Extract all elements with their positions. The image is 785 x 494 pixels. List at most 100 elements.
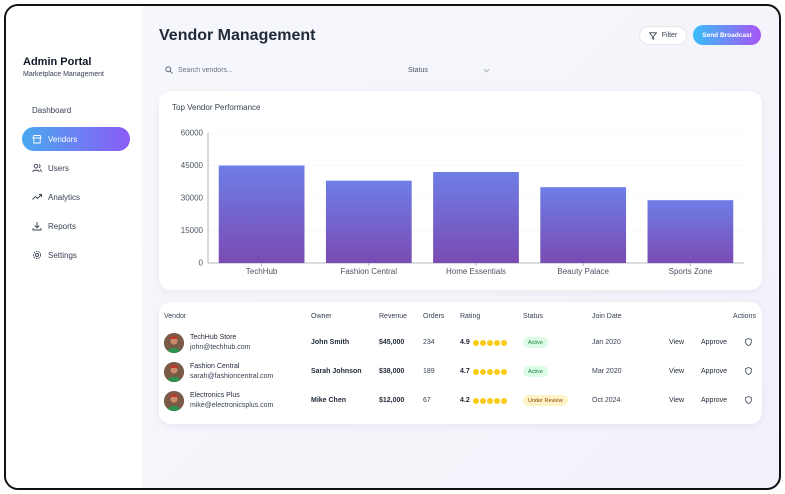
rating-stars [473,398,507,404]
shield-icon[interactable] [745,338,752,346]
star-icon [473,398,479,404]
sidebar-item-label: Reports [48,221,77,231]
bar [540,187,627,263]
orders: 67 [423,397,431,404]
store-icon [32,134,42,144]
users-icon [32,163,42,173]
revenue: $12,000 [379,397,405,404]
header-rating: Rating [460,313,481,320]
search-bar [159,60,391,80]
header-revenue: Revenue [379,313,408,320]
rating-value: 4.7 [460,368,470,375]
star-icon [487,398,493,404]
avatar [164,362,184,382]
sidebar-item-label: Analytics [48,192,81,202]
shield-icon[interactable] [745,396,752,404]
header-status: Status [523,313,543,320]
star-icon [473,369,479,375]
status-select-label: Status [408,66,428,74]
header-vendor: Vendor [164,313,187,320]
status-badge: Active [523,337,548,348]
page-title: Vendor Management [159,27,316,44]
revenue: $38,000 [379,368,405,375]
filter-button[interactable]: Filter [639,26,687,45]
approve-button[interactable]: Approve [701,368,728,375]
header-orders: Orders [423,313,445,320]
view-button[interactable]: View [669,368,685,375]
x-tick-label: Beauty Palace [557,267,609,276]
owner-name: John Smith [311,339,350,346]
y-tick-label: 45000 [181,161,204,170]
brand-title: Admin Portal [23,56,92,68]
vendor-name: Electronics Plus [190,392,240,399]
bar [218,165,305,263]
avatar [164,333,184,353]
trend-icon [32,192,42,202]
status-badge: Under Review [523,395,568,406]
vendor-email: mike@electronicsplus.com [190,402,274,409]
bar [325,180,412,263]
sidebar-nav: Dashboard Vendors Users Analytics [22,98,130,272]
bar [647,200,734,263]
y-tick-label: 30000 [181,194,204,203]
status-select[interactable]: Status [404,60,494,80]
sidebar-item-settings[interactable]: Settings [22,243,130,267]
header-owner: Owner [311,313,332,320]
search-icon [165,66,173,74]
star-icon [501,398,507,404]
bar-chart: 0 15000 30000 45000 60000 TechHub Fashion Cent… [181,129,744,276]
table-row: Electronics Plus mike@electronicsplus.co… [159,391,762,419]
star-icon [494,369,500,375]
view-button[interactable]: View [669,397,685,404]
shield-icon[interactable] [745,367,752,375]
rating-value: 4.9 [460,339,470,346]
send-broadcast-button[interactable]: Send Broadcast [693,25,761,45]
rating-value: 4.2 [460,397,470,404]
rating-stars [473,340,507,346]
star-icon [473,340,479,346]
star-icon [494,340,500,346]
view-button[interactable]: View [669,339,685,346]
sidebar-item-reports[interactable]: Reports [22,214,130,238]
header-actions: Actions [733,313,756,320]
table-row: TechHub Store john@techhub.com John Smit… [159,333,762,361]
x-tick-label: Fashion Central [341,267,398,276]
approve-button[interactable]: Approve [701,339,728,346]
owner-name: Mike Chen [311,397,347,404]
revenue: $45,000 [379,339,405,346]
join-date: Jan 2020 [592,339,621,346]
avatar [164,391,184,411]
vendor-performance-chart: Top Vendor Performance 0 15000 30000 45000 6… [159,91,762,290]
sidebar-item-label: Settings [48,250,77,260]
star-icon [480,369,486,375]
sidebar-item-analytics[interactable]: Analytics [22,185,130,209]
join-date: Mar 2020 [592,368,622,375]
sidebar-item-vendors[interactable]: Vendors [22,127,130,151]
x-tick-label: Home Essentials [446,267,506,276]
star-icon [480,398,486,404]
star-icon [494,398,500,404]
brand: Admin Portal Marketplace Management [23,56,104,78]
brand-subtitle: Marketplace Management [23,71,104,78]
sidebar-item-users[interactable]: Users [22,156,130,180]
y-tick-label: 60000 [181,129,204,138]
vendor-name: TechHub Store [190,334,237,341]
approve-button[interactable]: Approve [701,397,728,404]
status-badge: Active [523,366,548,377]
rating-stars [473,369,507,375]
star-icon [480,340,486,346]
sidebar: Admin Portal Marketplace Management Dash… [6,6,142,488]
x-tick-label: Sports Zone [669,267,713,276]
chart-title: Top Vendor Performance [172,103,261,112]
app-window: Admin Portal Marketplace Management Dash… [4,4,781,490]
table-row: Fashion Central sarah@fashioncentral.com… [159,362,762,390]
search-input[interactable] [178,66,378,74]
sidebar-item-dashboard[interactable]: Dashboard [22,98,130,122]
vendor-email: john@techhub.com [190,344,251,351]
y-tick-label: 15000 [181,226,204,235]
star-icon [501,340,507,346]
vendor-name: Fashion Central [190,363,240,370]
gear-icon [32,250,42,260]
sidebar-item-label: Vendors [48,134,78,144]
star-icon [501,369,507,375]
